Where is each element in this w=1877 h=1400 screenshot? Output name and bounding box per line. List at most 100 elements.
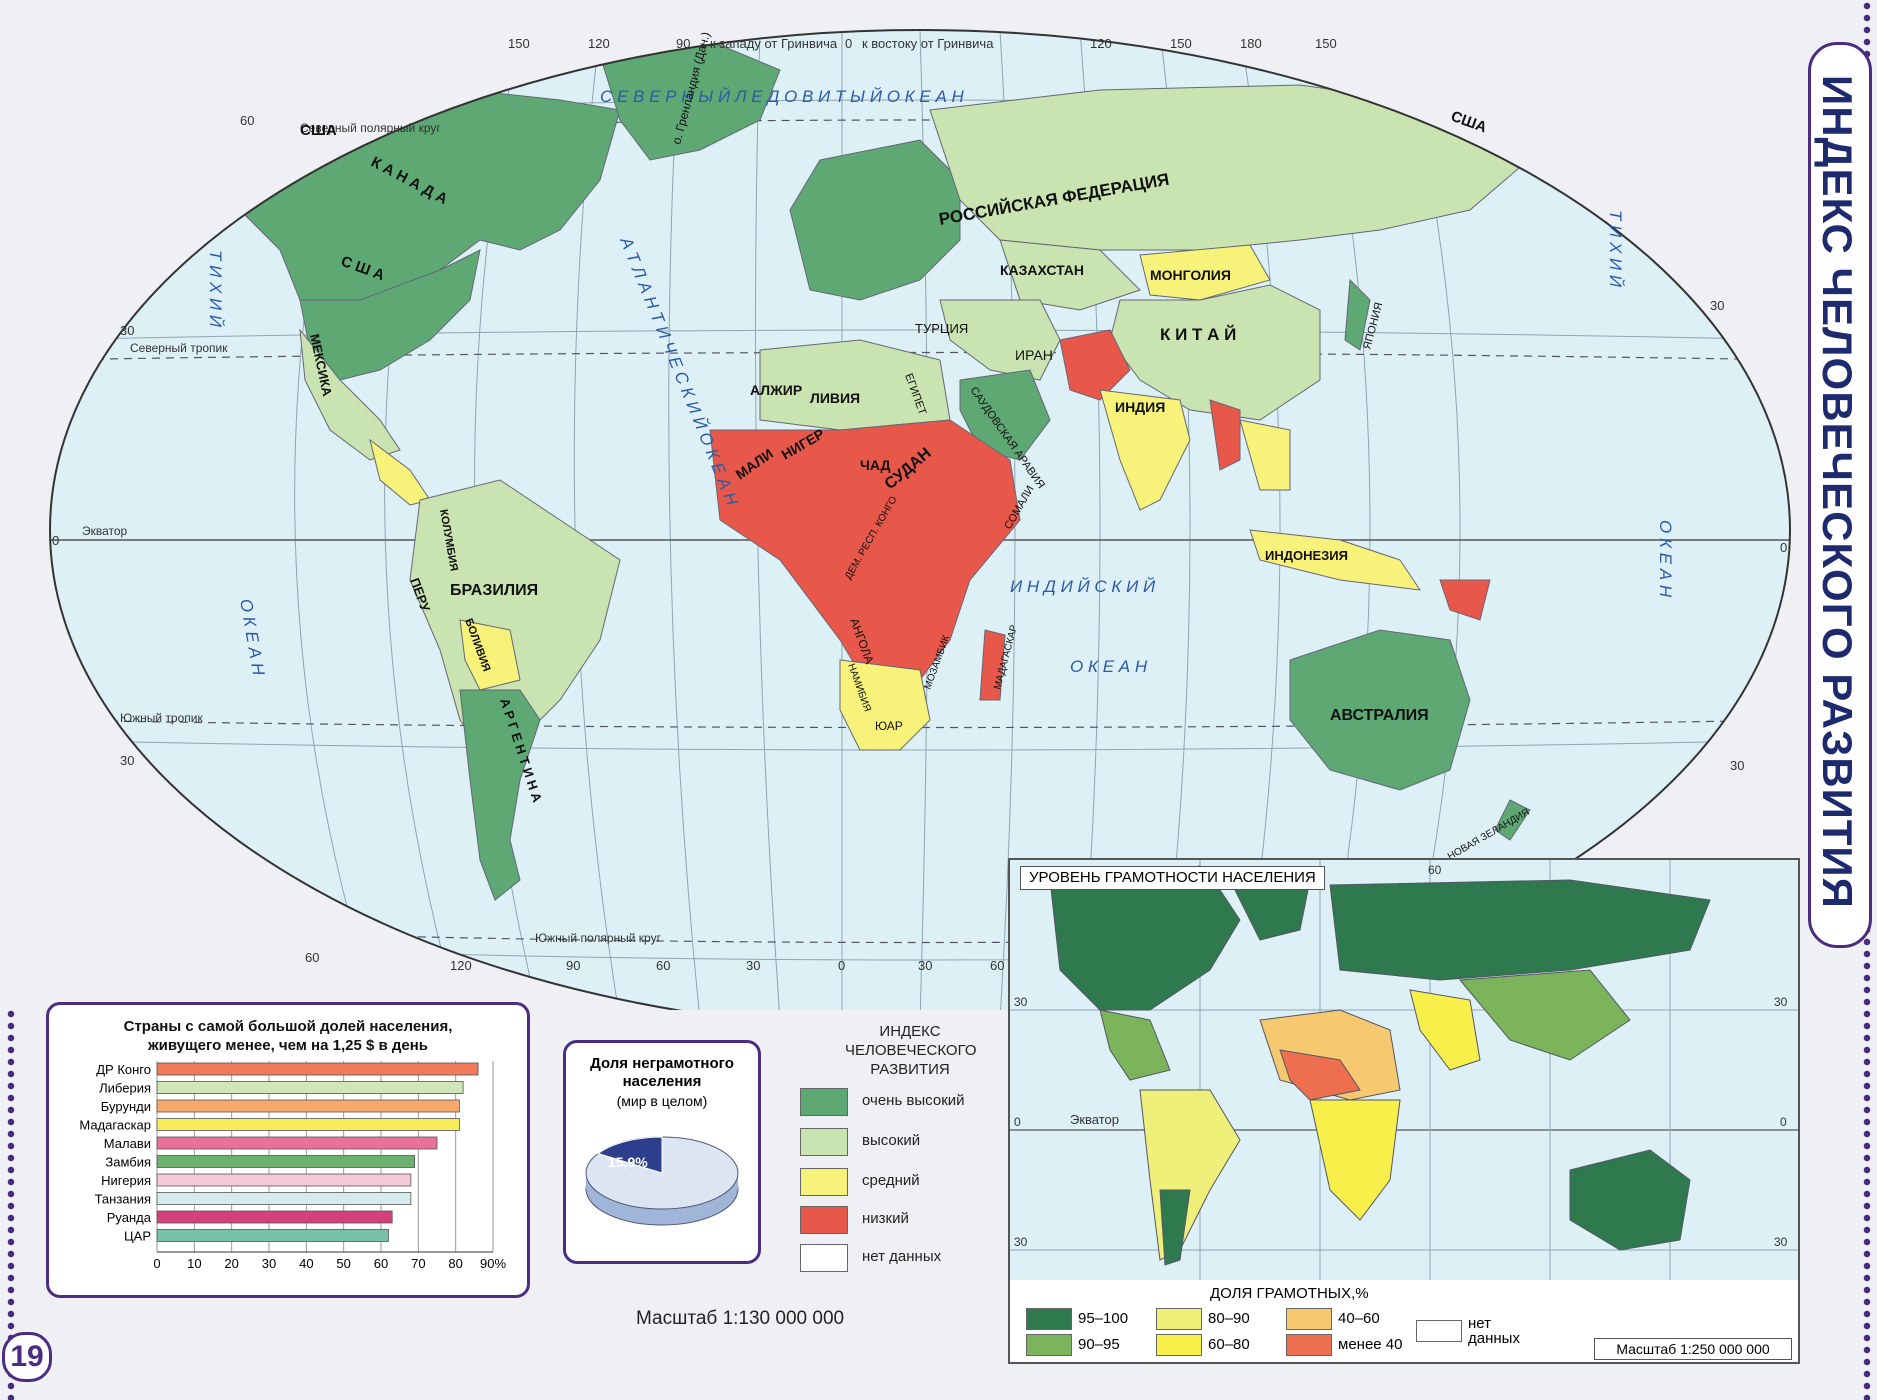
region-bolivia [459, 619, 521, 691]
bottom-lon-label: 60 [656, 958, 670, 973]
legend-label: высокий [862, 1132, 921, 1149]
bar [156, 1062, 479, 1076]
x-tick-label: 50 [336, 1256, 350, 1271]
bar [156, 1192, 412, 1205]
legend-swatch [800, 1206, 848, 1234]
top-lon-label: к западу от Гринвича [710, 36, 838, 51]
pacific-ocean-west-label: Т И Х И Й [206, 250, 226, 328]
label-indonesia: ИНДОНЕЗИЯ [1265, 548, 1348, 563]
lit-swatch [1026, 1334, 1072, 1356]
x-tick-label: 40 [299, 1256, 313, 1271]
legend-swatch [800, 1168, 848, 1196]
x-tick-label: 80 [448, 1256, 462, 1271]
pie-value-label: 15,9% [608, 1154, 648, 1170]
arctic-ocean-label: С Е В Е Р Н Ы Й Л Е Д О В И Т Ы Й О К Е … [600, 86, 965, 106]
poverty-bar-chart: 0 10 20 30 40 50 60 70 80 90% ДР Конго Либерия Бурун… [79, 1061, 506, 1271]
top-lon-label: 180 [1240, 36, 1262, 51]
label-australia: АВСТРАЛИЯ [1330, 707, 1429, 724]
lit-swatch [1416, 1320, 1462, 1342]
lit-swatch [1156, 1308, 1202, 1330]
lat-label: 30 [1710, 298, 1724, 313]
lat-label: 60 [240, 113, 254, 128]
inset-title: УРОВЕНЬ ГРАМОТНОСТИ НАСЕЛЕНИЯ [1020, 866, 1325, 890]
bar-category-label: Руанда [107, 1210, 152, 1225]
label-india: ИНДИЯ [1115, 399, 1165, 415]
lit-label: 90–95 [1078, 1336, 1120, 1353]
x-tick-label: 90% [480, 1256, 506, 1271]
world-map: 150 120 90 к западу от Гринвича 0 к вост… [49, 29, 1791, 1010]
bottom-lon-label: 30 [918, 958, 932, 973]
label-china: К И Т А Й [1160, 325, 1236, 344]
label-kazakhstan: КАЗАХСТАН [1000, 262, 1084, 278]
legend-label: очень высокий [862, 1092, 965, 1109]
label-brazil: БРАЗИЛИЯ [450, 582, 538, 599]
lit-china [1458, 969, 1631, 1061]
label-mongolia: МОНГОЛИЯ [1150, 267, 1231, 283]
lat-label: 0 [1780, 540, 1787, 555]
x-tick-label: 60 [374, 1256, 388, 1271]
bar-category-label: ЦАР [124, 1229, 151, 1244]
bar [156, 1229, 389, 1242]
label-libya: ЛИВИЯ [810, 390, 860, 406]
top-lon-label: к востоку от Гринвича [862, 36, 994, 51]
pie-title: Доля неграмотного населения [590, 1055, 734, 1090]
x-tick-label: 20 [224, 1256, 238, 1271]
lit-swatch [1026, 1308, 1072, 1330]
lit-middle-east [1409, 989, 1481, 1071]
page-number: 19 [2, 1332, 52, 1382]
lit-argentina [1159, 1189, 1191, 1266]
top-lon-label: 150 [508, 36, 530, 51]
bar [156, 1136, 438, 1150]
chart-title: Страны с самой большой долей населения, … [123, 1018, 453, 1054]
bar-category-label: Нигерия [101, 1173, 151, 1188]
bottom-lon-label: 30 [746, 958, 760, 973]
side-title-tab [1808, 42, 1872, 948]
indian-ocean-label-2: О К Е А Н [1070, 657, 1148, 676]
pie-illiterate-slice [596, 1136, 663, 1174]
inset-lat-label: 30 [1774, 1235, 1788, 1249]
literacy-legend-title: ДОЛЯ ГРАМОТНЫХ,% [1210, 1285, 1369, 1302]
lit-legend-no-data: нет данных [1416, 1316, 1576, 1346]
lat-label: 0 [52, 533, 59, 548]
lit-swatch [1286, 1308, 1332, 1330]
legend-swatch [800, 1244, 848, 1272]
poverty-chart-box: Страны с самой большой долей населения, … [46, 1002, 530, 1298]
equator-label: Экватор [82, 524, 128, 538]
lit-eurasia [1329, 879, 1711, 981]
lat-label: 30 [120, 753, 134, 768]
x-tick-label: 0 [153, 1256, 160, 1271]
label-south-africa: ЮАР [875, 719, 903, 733]
x-tick-label: 10 [187, 1256, 201, 1271]
legend-title: ИНДЕКС ЧЕЛОВЕЧЕСКОГО РАЗВИТИЯ [845, 1023, 977, 1078]
region-kazakhstan [999, 239, 1141, 311]
region-madagascar [979, 629, 1006, 701]
inset-lat-label: 0 [1014, 1115, 1021, 1129]
inset-top-label: 60 [1428, 863, 1442, 877]
inset-lat-label: 0 [1780, 1115, 1787, 1129]
literacy-map: Экватор 0 60 30 0 30 30 0 30 [1010, 860, 1798, 1280]
lit-swatch [1286, 1334, 1332, 1356]
bottom-lon-label: 120 [450, 958, 472, 973]
pie-subtitle: (мир в целом) [616, 1093, 708, 1109]
region-png [1439, 579, 1491, 621]
region-africa-low [709, 419, 1021, 691]
lat-label: 30 [1730, 758, 1744, 773]
bar-category-label: Малави [104, 1136, 151, 1151]
inset-lat-label: 30 [1014, 1235, 1028, 1249]
lit-label: 40–60 [1338, 1310, 1380, 1327]
lit-southern-africa [1309, 1099, 1401, 1221]
bar [156, 1118, 460, 1131]
inset-lat-label: 30 [1774, 995, 1788, 1009]
bar [156, 1081, 464, 1094]
region-middle-east [939, 299, 1061, 381]
lit-central-america [1099, 1009, 1171, 1081]
region-europe [789, 139, 961, 301]
indian-ocean-label: И Н Д И Й С К И Й [1010, 576, 1156, 596]
region-saudi [959, 369, 1051, 461]
antarctic-circle-label: Южный полярный круг [535, 931, 662, 945]
legend-swatch [800, 1128, 848, 1156]
illiteracy-pie-box: Доля неграмотного населения (мир в целом… [563, 1040, 761, 1264]
top-lon-label: 120 [1090, 36, 1112, 51]
top-lon-label: 150 [1315, 36, 1337, 51]
bar [156, 1099, 460, 1113]
